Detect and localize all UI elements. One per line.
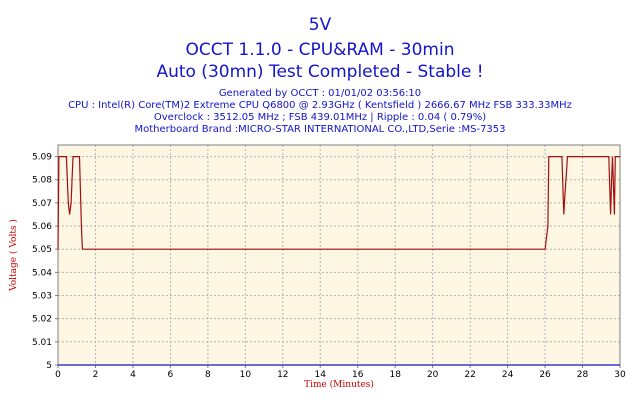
chart-title: 5V xyxy=(308,15,332,35)
y-tick-label: 5.05 xyxy=(32,245,52,255)
x-tick-label: 24 xyxy=(502,370,514,380)
y-tick-label: 5.08 xyxy=(32,176,52,186)
x-tick-label: 8 xyxy=(205,370,211,380)
y-tick-label: 5.06 xyxy=(32,222,52,232)
y-tick-label: 5.02 xyxy=(32,315,52,325)
x-tick-label: 12 xyxy=(277,370,288,380)
voltage-series-line xyxy=(57,156,620,250)
test-status: Auto (30mn) Test Completed - Stable ! xyxy=(156,62,484,82)
x-tick-label: 26 xyxy=(539,370,551,380)
plot-area xyxy=(58,145,620,365)
y-tick-label: 5 xyxy=(46,361,52,371)
y-tick-label: 5.01 xyxy=(32,338,52,348)
x-tick-label: 28 xyxy=(577,370,589,380)
chart-subtitle: OCCT 1.1.0 - CPU&RAM - 30min xyxy=(185,40,455,60)
x-tick-label: 20 xyxy=(427,370,439,380)
x-tick-label: 22 xyxy=(464,370,475,380)
x-tick-label: 14 xyxy=(315,370,327,380)
x-tick-label: 18 xyxy=(389,370,401,380)
y-tick-label: 5.04 xyxy=(32,268,52,278)
x-tick-label: 10 xyxy=(240,370,252,380)
overclock-info: Overclock : 3512.05 MHz ; FSB 439.01MHz … xyxy=(153,112,487,123)
y-tick-label: 5.09 xyxy=(32,153,52,163)
cpu-info: CPU : Intel(R) Core(TM)2 Extreme CPU Q68… xyxy=(68,100,572,111)
generated-info: Generated by OCCT : 01/01/02 03:56:10 xyxy=(218,88,422,99)
y-tick-label: 5.03 xyxy=(32,292,52,302)
x-tick-label: 4 xyxy=(130,370,136,380)
x-tick-label: 6 xyxy=(168,370,174,380)
x-tick-label: 0 xyxy=(55,370,61,380)
y-tick-label: 5.07 xyxy=(32,199,52,209)
x-tick-label: 30 xyxy=(614,370,626,380)
x-axis-label: Time (Minutes) xyxy=(304,379,374,390)
x-tick-label: 2 xyxy=(93,370,99,380)
motherboard-info: Motherboard Brand :MICRO-STAR INTERNATIO… xyxy=(134,124,506,135)
y-axis-label: Voltage ( Volts ) xyxy=(8,219,19,292)
x-tick-label: 16 xyxy=(352,370,364,380)
